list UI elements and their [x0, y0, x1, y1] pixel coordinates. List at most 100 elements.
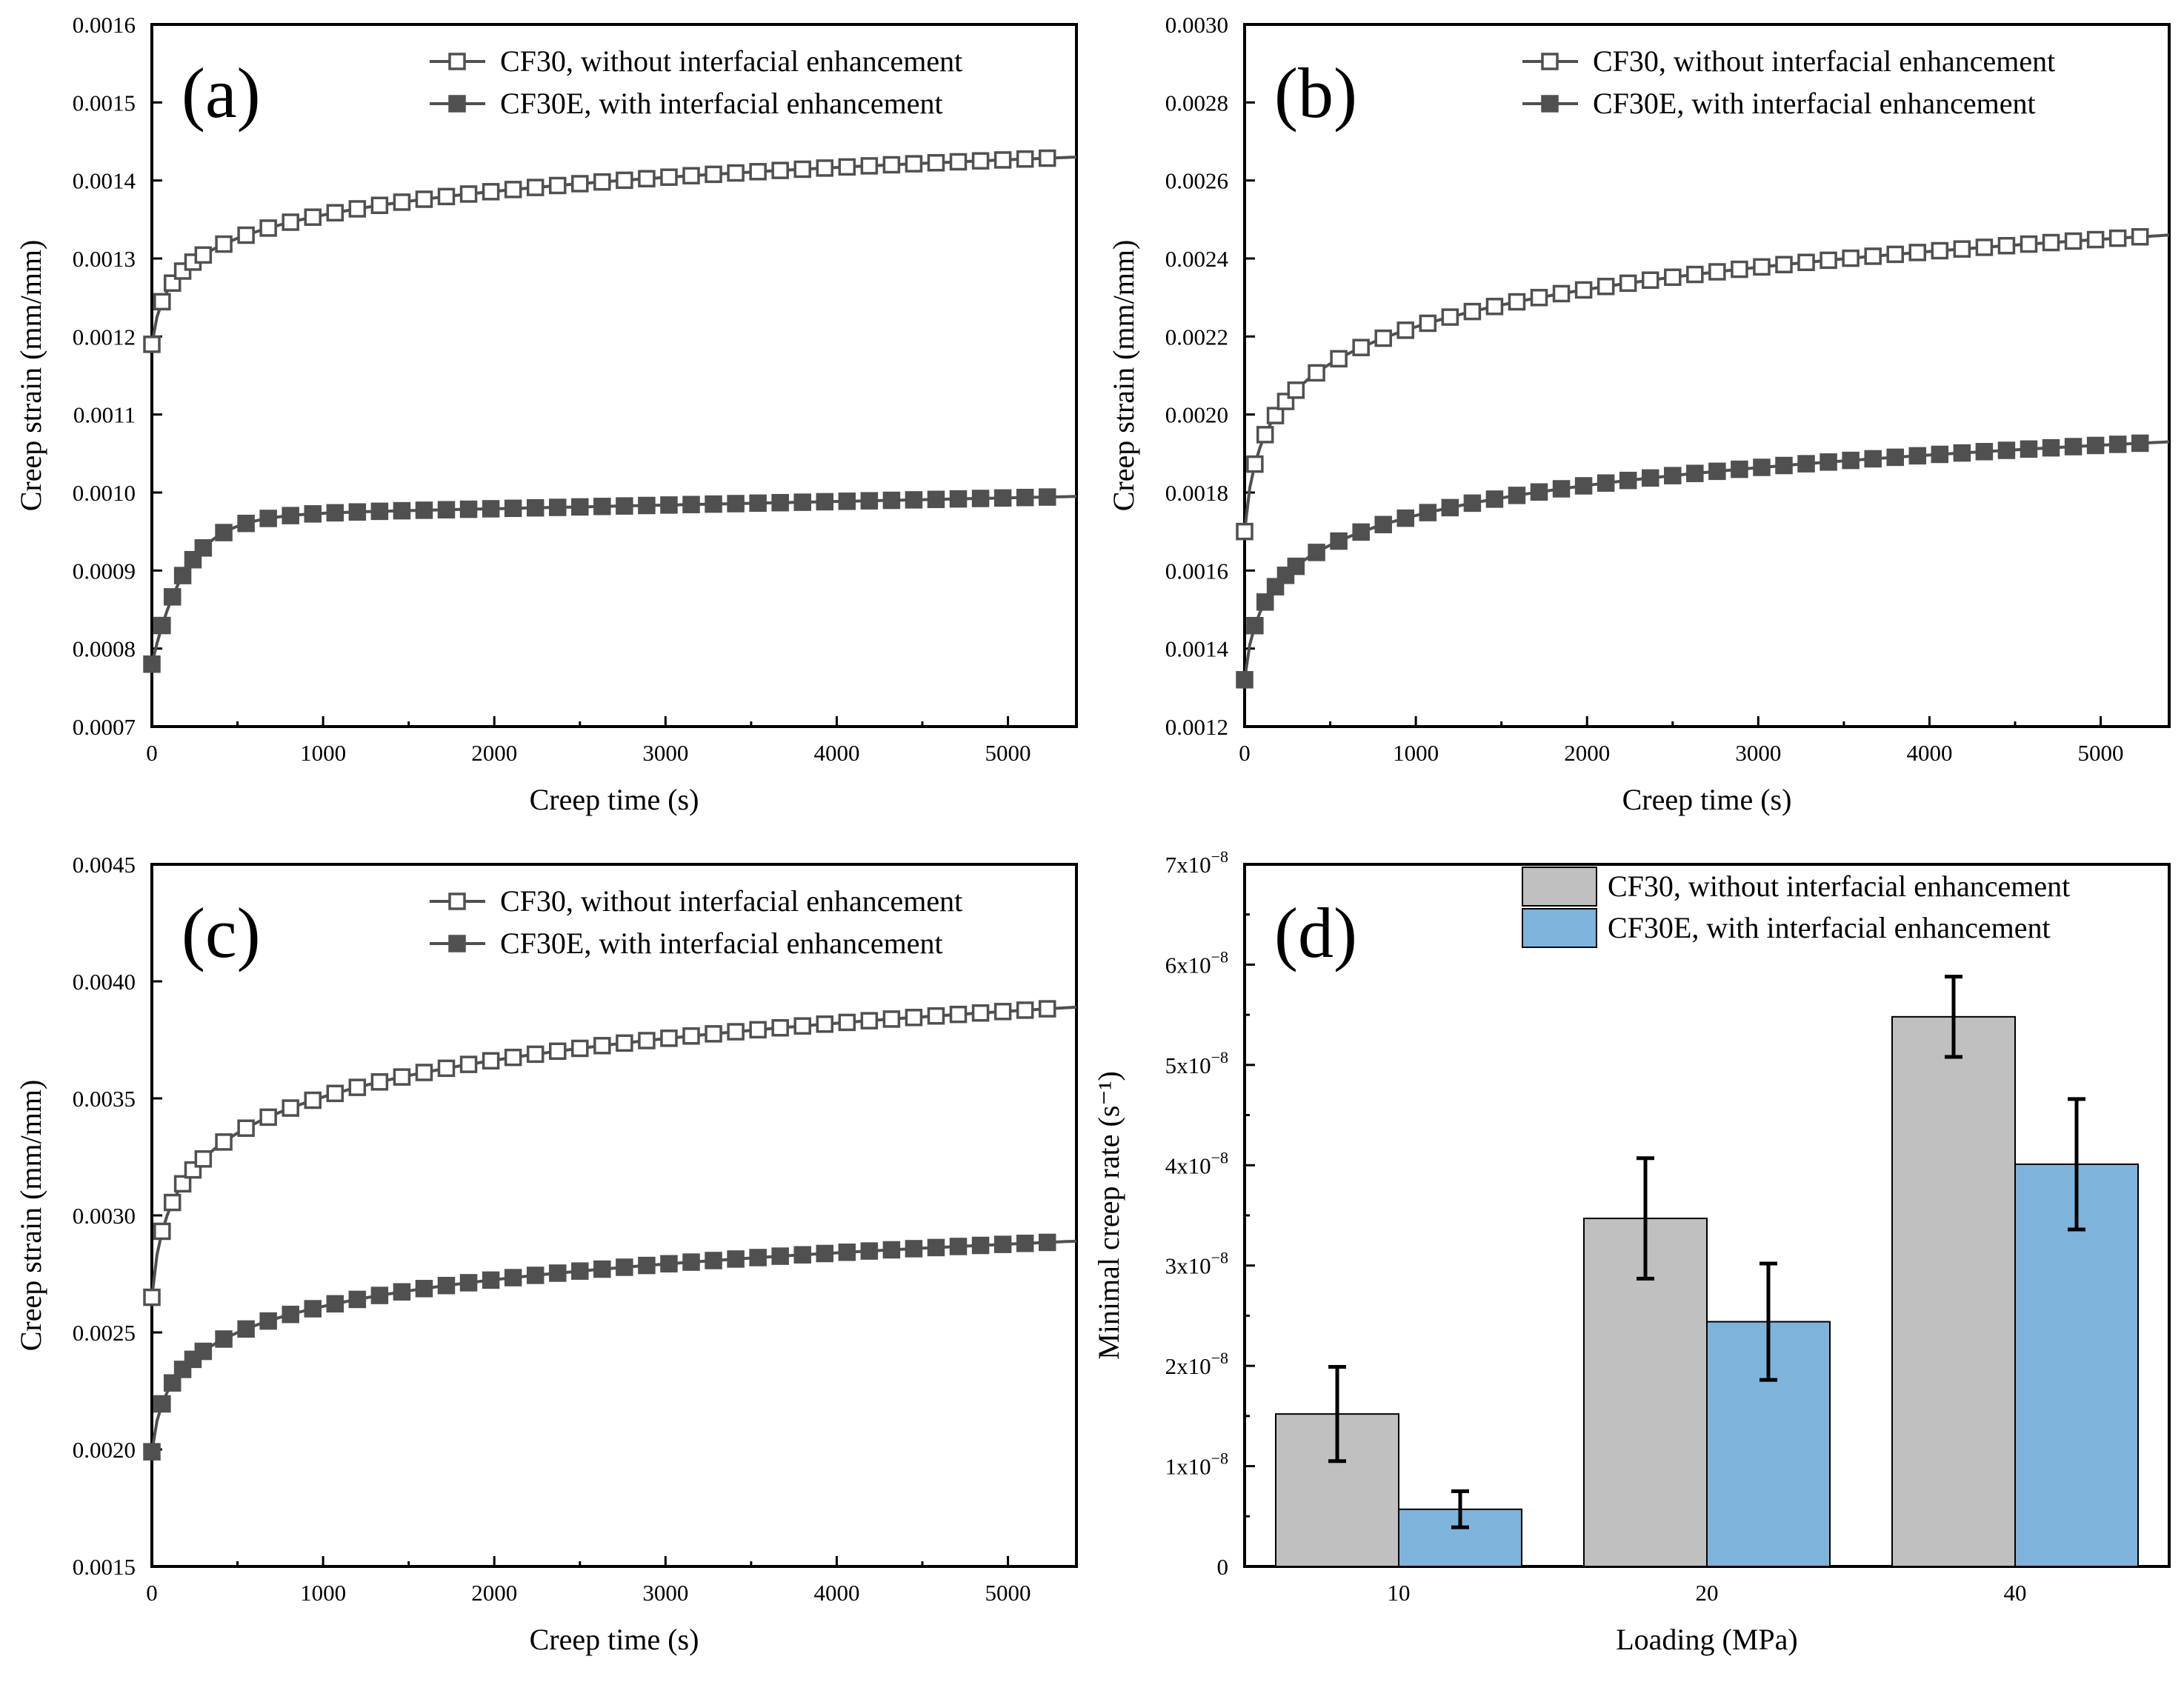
y-tick-label: 0.0008: [73, 636, 136, 662]
data-point: [1552, 480, 1571, 498]
x-tick-label: 40: [2004, 1580, 2027, 1606]
data-point: [370, 1073, 389, 1091]
y-tick-label: 0.0018: [1165, 480, 1228, 506]
data-point: [816, 159, 834, 177]
y-tick-label: 3x10−8: [1165, 1249, 1228, 1279]
data-point: [571, 175, 589, 193]
data-point: [237, 1119, 255, 1137]
data-point: [1266, 407, 1285, 424]
data-point: [2131, 228, 2149, 246]
data-point: [2042, 233, 2060, 252]
data-point: [616, 497, 633, 515]
x-axis-label: Creep time (s): [1622, 783, 1792, 816]
data-point: [1441, 498, 1459, 517]
data-point: [749, 163, 767, 181]
data-point: [571, 1039, 589, 1058]
y-tick-mantissa: 7x10: [1165, 852, 1211, 878]
y-tick-exponent: −8: [1211, 1349, 1228, 1367]
x-tick-label: 0: [1239, 740, 1251, 766]
data-point: [1016, 1235, 1034, 1252]
data-point: [638, 1256, 656, 1275]
y-tick-label: 5x10−8: [1165, 1048, 1228, 1078]
data-point: [882, 1010, 901, 1028]
data-point: [1842, 451, 1860, 470]
data-point: [437, 1059, 456, 1078]
data-point: [1708, 462, 1726, 481]
legend-label: CF30E, with interfacial enhancement: [500, 927, 943, 960]
data-point: [1731, 460, 1748, 478]
data-point: [437, 187, 456, 206]
data-point: [194, 1150, 213, 1168]
data-point: [415, 1280, 433, 1298]
plot-frame: [1243, 23, 2171, 728]
y-tick-label: 0.0030: [1165, 12, 1228, 38]
data-point: [1842, 249, 1860, 267]
data-point: [638, 170, 656, 188]
series-line-cf30e: [1243, 440, 2170, 681]
data-point: [727, 164, 745, 182]
x-tick-label: 4000: [813, 1580, 859, 1606]
data-point: [1463, 302, 1482, 321]
y-tick-label: 0.0015: [73, 1554, 136, 1580]
data-point: [215, 524, 233, 541]
data-point: [173, 567, 192, 584]
data-point: [415, 190, 433, 208]
y-tick-mantissa: 0: [1217, 1554, 1229, 1580]
x-tick-label: 10: [1388, 1580, 1411, 1606]
data-point: [882, 156, 901, 174]
data-point: [682, 1253, 700, 1271]
data-point: [1864, 450, 1882, 468]
plot-frame: [150, 23, 1078, 728]
y-tick-label: 0.0024: [1165, 246, 1229, 272]
data-point: [526, 178, 545, 196]
data-point: [927, 1007, 945, 1025]
data-point: [282, 1305, 299, 1324]
data-point: [482, 183, 500, 201]
panel-label: (c): [182, 893, 261, 972]
data-point: [370, 196, 389, 215]
legend-swatch: [1522, 908, 1597, 948]
data-point: [282, 213, 299, 231]
data-point: [304, 1300, 322, 1318]
x-tick-label: 0: [146, 740, 158, 766]
data-point: [927, 1238, 945, 1257]
data-point: [259, 1312, 277, 1330]
y-tick-label: 0.0020: [73, 1437, 136, 1463]
data-point: [1619, 274, 1637, 293]
data-point: [1236, 671, 1254, 689]
data-point: [153, 293, 171, 311]
data-point: [882, 491, 901, 510]
data-point: [838, 1244, 856, 1261]
data-point: [1374, 515, 1392, 534]
data-point: [682, 167, 700, 184]
data-point: [1619, 471, 1637, 490]
data-point: [482, 1271, 500, 1289]
data-point: [2086, 436, 2105, 455]
y-tick-label: 1x10−8: [1165, 1449, 1228, 1480]
data-point: [1708, 263, 1726, 281]
data-point: [1931, 241, 1949, 260]
legend-label: CF30E, with interfacial enhancement: [1608, 911, 2051, 944]
data-point: [2086, 230, 2105, 249]
data-point: [304, 505, 322, 523]
y-tick-label: 0.0016: [1165, 558, 1228, 584]
data-point: [593, 1037, 611, 1055]
y-tick-label: 0.0007: [73, 714, 136, 740]
data-point: [437, 1276, 456, 1295]
data-point: [1256, 426, 1274, 444]
data-point: [949, 1005, 968, 1024]
data-point: [215, 1330, 233, 1348]
data-point: [1574, 281, 1593, 299]
data-point: [143, 1443, 161, 1461]
legend-label: CF30, without interfacial enhancement: [500, 884, 962, 918]
data-point: [1463, 494, 1482, 513]
data-point: [482, 500, 500, 518]
data-point: [1236, 522, 1254, 541]
y-tick-label: 0.0010: [73, 480, 136, 506]
data-point: [415, 501, 433, 519]
data-point: [949, 490, 968, 508]
x-tick-label: 4000: [1906, 740, 1952, 766]
y-tick-label: 0.0028: [1165, 90, 1228, 116]
y-tick-exponent: −8: [1211, 1249, 1228, 1267]
